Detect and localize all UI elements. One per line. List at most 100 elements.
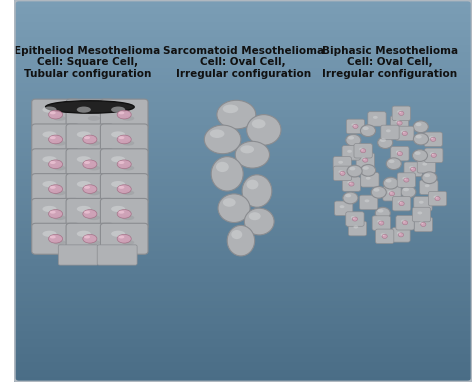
Ellipse shape <box>77 156 91 162</box>
Bar <box>14 145 472 149</box>
Ellipse shape <box>218 194 250 222</box>
Bar <box>14 374 472 378</box>
Bar <box>14 103 472 107</box>
Ellipse shape <box>48 110 63 119</box>
FancyBboxPatch shape <box>32 199 79 229</box>
Bar <box>14 122 472 126</box>
Bar <box>14 149 472 153</box>
Ellipse shape <box>431 153 437 157</box>
FancyBboxPatch shape <box>66 149 114 180</box>
Ellipse shape <box>117 185 131 193</box>
Bar <box>14 378 472 382</box>
Ellipse shape <box>396 151 401 154</box>
Ellipse shape <box>240 146 254 154</box>
FancyBboxPatch shape <box>100 173 148 205</box>
Ellipse shape <box>353 125 358 128</box>
Bar <box>14 237 472 241</box>
Bar <box>14 210 472 214</box>
FancyBboxPatch shape <box>383 186 401 201</box>
Bar <box>14 252 472 256</box>
FancyBboxPatch shape <box>396 126 414 141</box>
Ellipse shape <box>48 210 63 218</box>
Ellipse shape <box>43 181 56 187</box>
Bar <box>14 306 472 309</box>
Ellipse shape <box>54 165 65 170</box>
FancyBboxPatch shape <box>359 195 378 210</box>
Ellipse shape <box>77 131 91 138</box>
Ellipse shape <box>117 110 131 119</box>
Ellipse shape <box>111 131 125 138</box>
Bar <box>14 340 472 344</box>
Ellipse shape <box>374 188 380 192</box>
Ellipse shape <box>111 156 125 162</box>
Ellipse shape <box>399 111 404 115</box>
Bar <box>14 31 472 34</box>
Ellipse shape <box>349 182 354 186</box>
Bar <box>14 42 472 46</box>
Ellipse shape <box>430 137 436 141</box>
Bar <box>14 92 472 96</box>
Ellipse shape <box>43 231 56 237</box>
Ellipse shape <box>83 185 97 193</box>
FancyBboxPatch shape <box>412 207 431 222</box>
Bar <box>14 367 472 371</box>
Ellipse shape <box>431 138 433 139</box>
Ellipse shape <box>88 240 100 245</box>
Ellipse shape <box>118 211 124 214</box>
Bar <box>14 73 472 76</box>
Ellipse shape <box>404 178 406 180</box>
FancyBboxPatch shape <box>66 124 114 155</box>
FancyBboxPatch shape <box>392 228 410 242</box>
Ellipse shape <box>363 159 365 160</box>
Bar <box>14 183 472 187</box>
FancyBboxPatch shape <box>428 191 447 206</box>
FancyBboxPatch shape <box>32 99 79 130</box>
Ellipse shape <box>403 221 405 223</box>
Bar <box>14 344 472 348</box>
Ellipse shape <box>363 166 369 170</box>
Bar <box>14 4 472 8</box>
FancyBboxPatch shape <box>37 199 58 228</box>
Bar <box>14 34 472 38</box>
Bar <box>14 348 472 351</box>
Ellipse shape <box>43 156 56 162</box>
Ellipse shape <box>118 161 124 164</box>
Bar <box>14 332 472 336</box>
Ellipse shape <box>77 181 91 187</box>
Ellipse shape <box>83 160 97 168</box>
Ellipse shape <box>122 215 134 220</box>
Bar <box>14 275 472 279</box>
Ellipse shape <box>390 192 392 194</box>
FancyBboxPatch shape <box>37 225 58 253</box>
Ellipse shape <box>363 158 368 162</box>
Bar <box>14 57 472 61</box>
FancyBboxPatch shape <box>37 150 58 179</box>
Ellipse shape <box>347 165 362 177</box>
Ellipse shape <box>379 222 381 223</box>
Ellipse shape <box>77 231 91 237</box>
FancyBboxPatch shape <box>66 223 114 254</box>
Ellipse shape <box>83 235 97 243</box>
Ellipse shape <box>383 177 398 189</box>
Ellipse shape <box>411 168 413 169</box>
Ellipse shape <box>118 236 124 238</box>
Ellipse shape <box>84 161 90 164</box>
Ellipse shape <box>340 172 342 173</box>
Ellipse shape <box>122 190 134 195</box>
Ellipse shape <box>347 150 352 153</box>
Ellipse shape <box>83 135 97 144</box>
Bar <box>14 134 472 138</box>
Ellipse shape <box>381 233 385 236</box>
Ellipse shape <box>421 223 423 224</box>
Bar <box>14 260 472 264</box>
Ellipse shape <box>425 184 429 187</box>
Ellipse shape <box>354 225 358 228</box>
FancyBboxPatch shape <box>342 146 360 160</box>
Ellipse shape <box>88 116 100 121</box>
Bar <box>14 218 472 222</box>
Text: Biphasic Mesothelioma
Cell: Oval Cell,
Irregular configuration: Biphasic Mesothelioma Cell: Oval Cell, I… <box>322 46 458 79</box>
Ellipse shape <box>373 116 378 119</box>
FancyBboxPatch shape <box>391 146 409 161</box>
FancyBboxPatch shape <box>342 177 361 191</box>
Bar <box>14 118 472 122</box>
